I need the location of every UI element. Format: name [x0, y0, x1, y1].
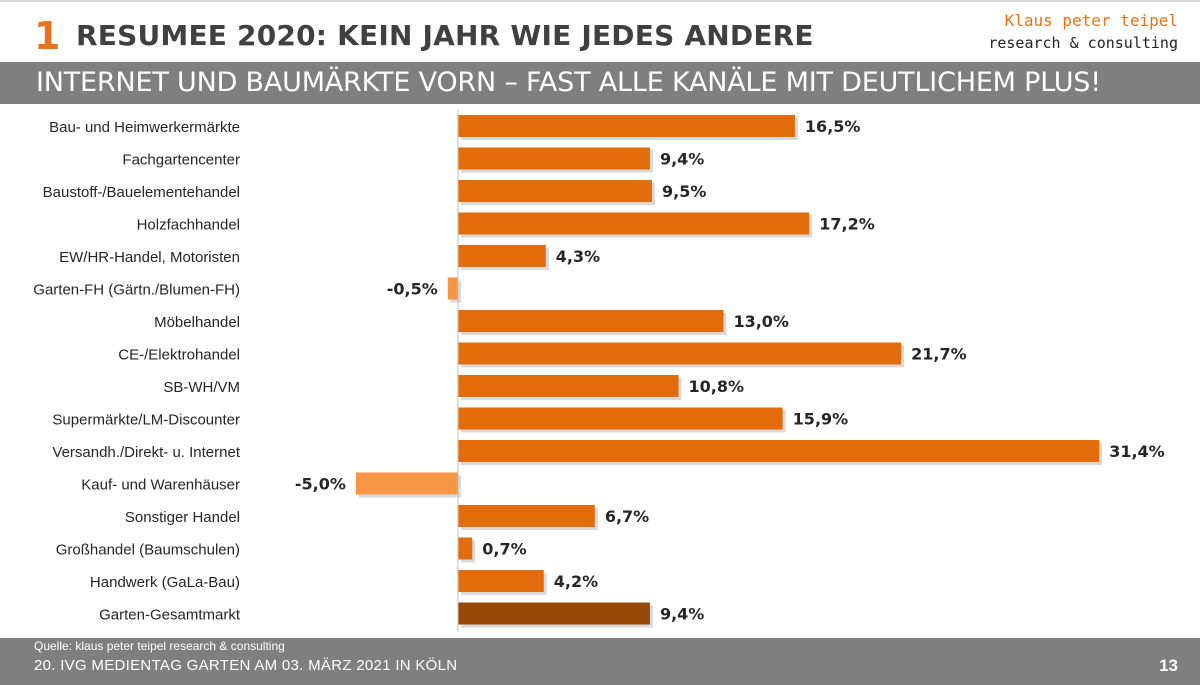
data-label: 9,5%: [662, 182, 706, 201]
brand-tagline: research & consulting: [988, 34, 1178, 52]
data-label: 4,2%: [554, 572, 598, 591]
bar: [458, 570, 544, 592]
bar: [447, 277, 458, 300]
footer: Quelle: klaus peter teipel research & co…: [0, 638, 1200, 685]
data-label: 17,2%: [819, 215, 875, 234]
bar: [458, 407, 783, 430]
bar: [458, 375, 679, 397]
category-label: Garten-FH (Gärtn./Blumen-FH): [33, 282, 240, 299]
bar: [458, 115, 795, 137]
bar: [458, 147, 650, 170]
event-title: 20. IVG MEDIENTAG GARTEN AM 03. MÄRZ 202…: [34, 657, 458, 674]
category-label: Holzfachhandel: [137, 217, 240, 234]
bar: [458, 505, 595, 527]
category-label: SB-WH/VM: [163, 379, 240, 396]
headline-bar: INTERNET UND BAUMÄRKTE VORN – FAST ALLE …: [0, 62, 1200, 104]
category-label: Baustoff-/Bauelementehandel: [43, 184, 240, 201]
category-label: Bau- und Heimwerkermärkte: [49, 119, 240, 136]
data-label: 31,4%: [1109, 442, 1165, 461]
brand-name: Klaus peter teipel: [1004, 11, 1178, 30]
data-label: 6,7%: [605, 507, 649, 526]
category-label: Garten-Gesamtmarkt: [99, 607, 241, 624]
source-note: Quelle: klaus peter teipel research & co…: [34, 639, 285, 653]
page-number: 13: [1159, 656, 1178, 675]
bar: [458, 602, 650, 625]
top-rule: [0, 0, 1200, 2]
data-label: 16,5%: [805, 117, 861, 136]
bar: [458, 342, 902, 365]
bar: [458, 537, 473, 560]
category-label: Fachgartencenter: [122, 152, 240, 169]
data-label: 9,4%: [660, 150, 704, 169]
bar: [458, 212, 810, 235]
category-label: Handwerk (GaLa-Bau): [90, 574, 240, 591]
category-label: EW/HR-Handel, Motoristen: [59, 249, 240, 266]
bar: [458, 310, 724, 332]
category-label: Großhandel (Baumschulen): [56, 542, 240, 559]
data-label: 4,3%: [556, 247, 600, 266]
data-label: 13,0%: [733, 312, 789, 331]
data-label: 21,7%: [911, 345, 967, 364]
bar: [458, 245, 546, 267]
bar: [355, 472, 458, 495]
category-label: Möbelhandel: [154, 314, 240, 331]
brand-logo: Klaus peter teipel research & consulting: [988, 10, 1178, 54]
bar-chart: Bau- und Heimwerkermärkte 16,5% Fachgarten…: [33, 110, 1165, 632]
data-label: 10,8%: [689, 377, 745, 396]
slide-title: RESUMEE 2020: KEIN JAHR WIE JEDES ANDERE: [76, 19, 814, 52]
bar: [458, 180, 652, 202]
section-number: 1: [34, 14, 61, 58]
data-label: -0,5%: [387, 280, 438, 299]
bar: [458, 440, 1100, 462]
category-label: Supermärkte/LM-Discounter: [52, 412, 240, 429]
data-label: 15,9%: [793, 410, 849, 429]
data-label: 9,4%: [660, 605, 704, 624]
data-label: 0,7%: [482, 540, 526, 559]
category-label: Versandh./Direkt- u. Internet: [52, 444, 240, 461]
data-label: -5,0%: [295, 475, 346, 494]
category-label: Kauf- und Warenhäuser: [81, 477, 240, 494]
headline: INTERNET UND BAUMÄRKTE VORN – FAST ALLE …: [36, 67, 1101, 98]
category-label: CE-/Elektrohandel: [118, 347, 240, 364]
category-label: Sonstiger Handel: [125, 509, 240, 526]
